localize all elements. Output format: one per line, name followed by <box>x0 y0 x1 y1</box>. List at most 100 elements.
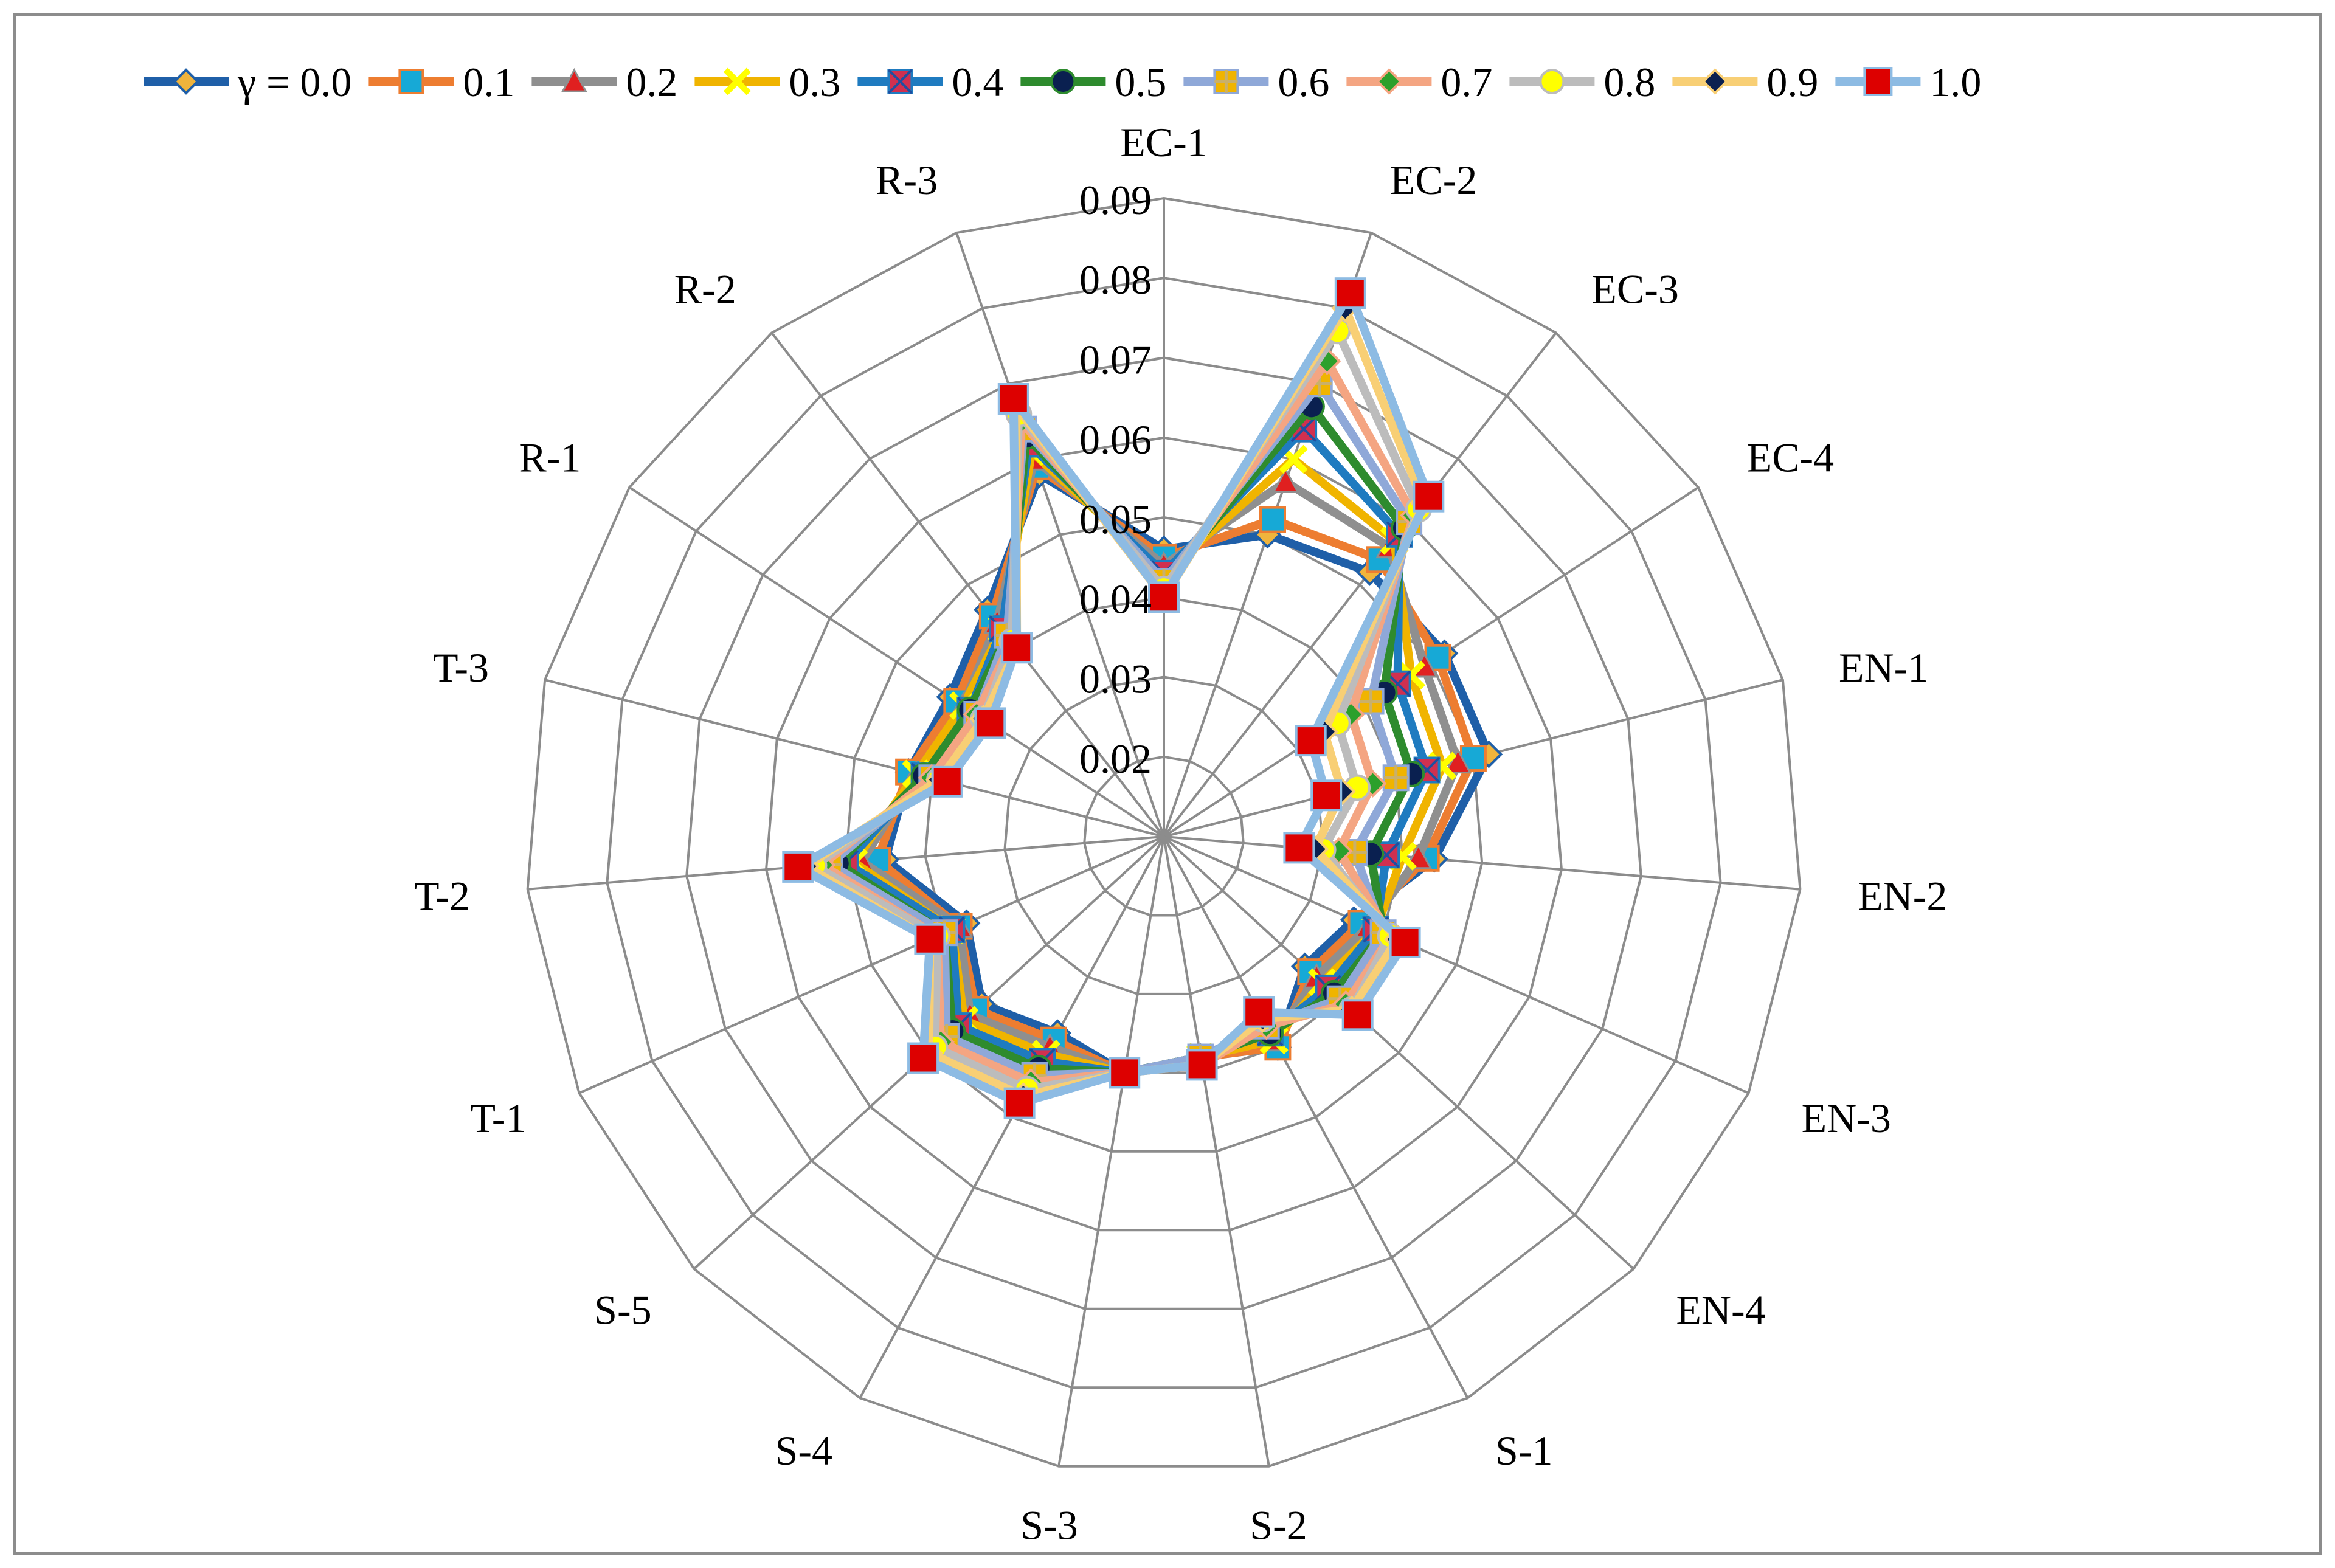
data-point <box>1295 725 1327 757</box>
category-label: T-2 <box>414 873 470 919</box>
category-label: S-3 <box>1020 1502 1078 1548</box>
data-point <box>907 1042 939 1074</box>
radar-grid <box>526 196 1802 1468</box>
category-label: EC-2 <box>1390 157 1478 203</box>
data-point <box>997 383 1029 415</box>
r-tick-label: 0.09 <box>1079 177 1152 223</box>
grid-ring <box>1083 755 1245 917</box>
legend-label: 0.7 <box>1441 59 1492 105</box>
data-point <box>1186 1049 1218 1081</box>
legend-label: 0.9 <box>1766 59 1818 105</box>
legend-item: 0.5 <box>1020 59 1166 105</box>
legend-item: 0.1 <box>368 59 514 105</box>
category-labels: EC-1 EC-2 EC-3 EC-4 EN-1 EN-2 EN-3 EN-4 S-1 S-2 S-… <box>414 119 1947 1548</box>
data-point-detail <box>1358 689 1383 714</box>
legend-label: 0.4 <box>952 59 1003 105</box>
grid-ring <box>526 196 1802 1468</box>
legend-item: 0.7 <box>1346 59 1492 105</box>
r-tick-label: 0.04 <box>1079 576 1152 622</box>
grid-spoke <box>544 679 1164 838</box>
legend-item: 0.3 <box>694 59 840 105</box>
r-tick-label: 0.07 <box>1079 337 1152 383</box>
legend-item: 0.8 <box>1509 59 1655 105</box>
legend: γ = 0.0 0.1 0.2 0.3 0.4 0.5 0.6 0.7 0.8 0.9 1.0 <box>144 59 1981 105</box>
legend-item: γ = 0.0 <box>144 59 351 105</box>
legend-item: 0.4 <box>857 59 1003 105</box>
data-point <box>1863 67 1893 96</box>
grid-ring <box>764 436 1563 1232</box>
data-point <box>173 68 199 95</box>
r-tick-label: 0.06 <box>1079 416 1152 463</box>
grid-ring <box>1003 675 1324 995</box>
legend-label: γ = 0.0 <box>237 59 351 105</box>
grid-spoke <box>578 835 1164 1094</box>
data-point <box>723 67 751 95</box>
data-point <box>974 707 1006 739</box>
legend-label: 0.2 <box>626 59 677 105</box>
data-point <box>1283 832 1315 864</box>
data-point <box>914 923 946 955</box>
radial-tick-labels: 0.02 0.03 0.04 0.05 0.06 0.07 0.08 0.09 <box>1079 177 1152 782</box>
chart-frame: EC-1 EC-2 EC-3 EC-4 EN-1 EN-2 EN-3 EN-4 S-1 S-2 S-… <box>13 13 2322 1555</box>
category-label: EN-1 <box>1839 644 1928 691</box>
legend-item: 0.6 <box>1183 59 1329 105</box>
grid-spoke <box>1163 835 1634 1270</box>
legend-label: 0.1 <box>463 59 514 105</box>
grid-spoke <box>955 232 1165 837</box>
category-label: T-3 <box>433 644 489 691</box>
r-tick-label: 0.05 <box>1079 496 1152 542</box>
category-label: EN-4 <box>1676 1287 1765 1333</box>
legend-label: 0.3 <box>789 59 840 105</box>
legend-label: 0.5 <box>1115 59 1166 105</box>
data-point <box>782 851 814 883</box>
grid-spoke <box>1163 835 1801 891</box>
grid-ring <box>844 516 1484 1153</box>
grid-spoke <box>628 486 1165 838</box>
category-label: S-1 <box>1495 1428 1552 1474</box>
category-label: S-2 <box>1250 1502 1307 1548</box>
data-point <box>1389 927 1421 958</box>
data-point <box>1341 999 1374 1031</box>
data-point <box>1050 69 1076 94</box>
data-point <box>1539 69 1565 94</box>
legend-label: 0.6 <box>1278 59 1329 105</box>
data-point <box>1271 468 1299 493</box>
grid-spoke <box>1163 836 1469 1399</box>
data-point <box>1444 748 1472 774</box>
series-10 <box>782 277 1445 1119</box>
r-tick-label: 0.02 <box>1079 736 1152 782</box>
legend-label: 0.8 <box>1603 59 1655 105</box>
category-label: R-3 <box>876 157 938 203</box>
category-label: EC-3 <box>1591 266 1679 312</box>
data-point <box>1243 996 1275 1028</box>
grid-ring <box>685 356 1642 1310</box>
category-label: EN-2 <box>1858 873 1947 919</box>
grid-spoke <box>770 332 1165 838</box>
category-label: S-4 <box>775 1428 832 1474</box>
data-point <box>1003 1087 1036 1119</box>
r-tick-label: 0.03 <box>1079 656 1152 702</box>
data-point <box>1109 1057 1141 1089</box>
data-point <box>561 67 587 92</box>
data-point <box>1334 277 1366 309</box>
grid-spoke <box>1163 835 1749 1094</box>
data-point <box>1001 632 1033 664</box>
grid-spoke <box>1163 836 1270 1467</box>
category-label: R-2 <box>674 266 736 312</box>
r-tick-label: 0.08 <box>1079 257 1152 303</box>
legend-label: 1.0 <box>1929 59 1981 105</box>
data-point <box>398 69 424 94</box>
grid-spoke <box>1057 836 1165 1467</box>
data-point <box>1148 581 1180 613</box>
legend-item: 1.0 <box>1835 59 1981 105</box>
data-point <box>1375 68 1403 95</box>
grid-ring <box>606 277 1722 1389</box>
data-point-detail <box>1214 70 1238 93</box>
data-point-detail <box>887 69 913 94</box>
category-label: S-5 <box>594 1287 651 1333</box>
category-label: R-1 <box>519 435 581 481</box>
grid-spoke <box>1163 332 1557 838</box>
category-label: EC-1 <box>1120 119 1208 165</box>
radar-chart: EC-1 EC-2 EC-3 EC-4 EN-1 EN-2 EN-3 EN-4 S-1 S-2 S-… <box>144 59 1981 1548</box>
legend-item: 0.2 <box>531 59 677 105</box>
